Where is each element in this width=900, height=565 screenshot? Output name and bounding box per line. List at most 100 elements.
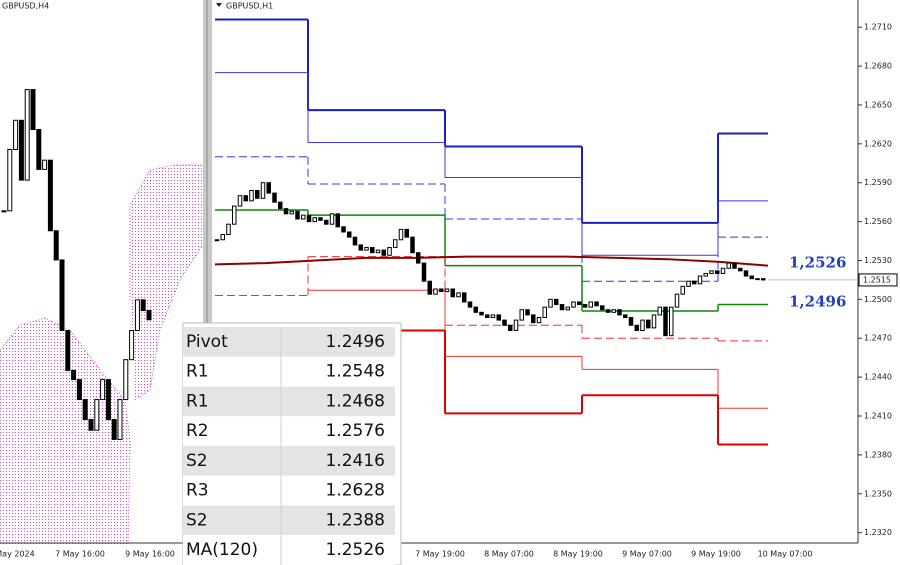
candle	[588, 301, 593, 308]
candle	[312, 217, 317, 223]
candle	[387, 247, 392, 256]
candle	[82, 399, 88, 421]
x-tick-label: 7 May 16:00	[55, 550, 105, 559]
menu-arrow[interactable]	[216, 3, 222, 7]
candle	[278, 201, 283, 210]
candle	[237, 195, 243, 207]
candle	[105, 379, 111, 421]
level-name: Pivot	[186, 332, 228, 352]
candle	[352, 236, 358, 246]
candle	[134, 299, 140, 332]
candle	[686, 280, 691, 287]
level-value: 1.2548	[326, 362, 385, 382]
candle	[393, 239, 398, 249]
candle	[88, 419, 94, 431]
candle	[123, 359, 129, 401]
candle	[513, 319, 519, 331]
table-row	[281, 505, 395, 536]
candle	[485, 314, 490, 319]
y-tick-label: 1.2710	[864, 23, 892, 32]
candle	[674, 293, 680, 308]
level-value: 1.2526	[326, 540, 385, 560]
candle	[444, 288, 450, 293]
candle	[732, 262, 737, 269]
table-row	[183, 327, 281, 357]
cloud-edge	[0, 317, 131, 546]
table-row	[281, 475, 395, 506]
candle	[456, 292, 461, 298]
candle	[289, 210, 294, 215]
price-label: 1.2515	[863, 275, 891, 284]
level-annotation: 1,2526	[789, 254, 846, 272]
candle	[502, 319, 507, 326]
candle	[347, 231, 352, 238]
table-row	[183, 416, 281, 446]
candle	[335, 213, 340, 228]
table-row	[281, 446, 395, 476]
y-tick-label: 1.2530	[864, 256, 892, 265]
candle	[266, 182, 271, 194]
candle	[59, 259, 65, 332]
chart-title: GBPUSD,H4	[2, 2, 49, 11]
candle	[531, 314, 536, 324]
table-row	[183, 446, 281, 476]
y-tick-label: 1.2680	[864, 62, 892, 71]
candle	[295, 210, 300, 220]
level-name: MA(120)	[186, 540, 258, 560]
candle	[680, 285, 685, 295]
candle	[272, 192, 277, 203]
y-tick-label: 1.2380	[864, 450, 892, 459]
candle	[623, 314, 628, 319]
y-tick-label: 1.2350	[864, 489, 892, 498]
candle	[634, 324, 639, 331]
candle	[220, 234, 225, 241]
candle	[439, 288, 444, 293]
candle	[214, 239, 220, 242]
level-value: 1.2496	[326, 332, 385, 352]
cloud	[130, 165, 203, 400]
level-name: S2	[186, 451, 208, 471]
level-value: 1.2388	[326, 510, 385, 530]
candle	[594, 301, 599, 307]
y-tick-label: 1.2650	[864, 100, 892, 109]
candle	[605, 309, 611, 313]
candle	[692, 280, 697, 285]
candle	[697, 275, 703, 285]
candle	[232, 205, 237, 225]
candle	[479, 311, 484, 316]
level-value: 1.2416	[326, 451, 385, 471]
candle	[410, 236, 415, 254]
candle	[111, 419, 117, 440]
y-tick-label: 1.2470	[864, 334, 892, 343]
candle	[490, 314, 496, 319]
table-row	[281, 327, 395, 357]
y-tick-label: 1.2590	[864, 178, 892, 187]
candle	[13, 119, 19, 150]
candle	[398, 228, 404, 241]
candle	[743, 270, 749, 277]
candle	[462, 292, 467, 303]
level-annotation: 1,2496	[789, 293, 846, 311]
candle	[1, 210, 7, 213]
chart-title: GBPUSD,H1	[226, 2, 273, 11]
candle	[628, 317, 634, 326]
candle	[30, 89, 36, 130]
x-tick-label: 8 May 07:00	[484, 550, 534, 559]
candle	[226, 223, 231, 236]
table-row	[183, 505, 281, 536]
candle	[755, 278, 760, 281]
candle	[761, 278, 766, 281]
candle	[600, 305, 605, 311]
y-tick-label: 1.2320	[864, 528, 892, 537]
level-name: R1	[186, 362, 209, 382]
candle	[117, 399, 123, 440]
candle	[283, 208, 289, 215]
candle	[140, 299, 146, 312]
candle	[726, 262, 731, 269]
candle	[243, 195, 248, 202]
candle	[318, 217, 323, 221]
candle	[536, 317, 542, 324]
candle	[473, 306, 478, 313]
candle	[129, 330, 135, 361]
